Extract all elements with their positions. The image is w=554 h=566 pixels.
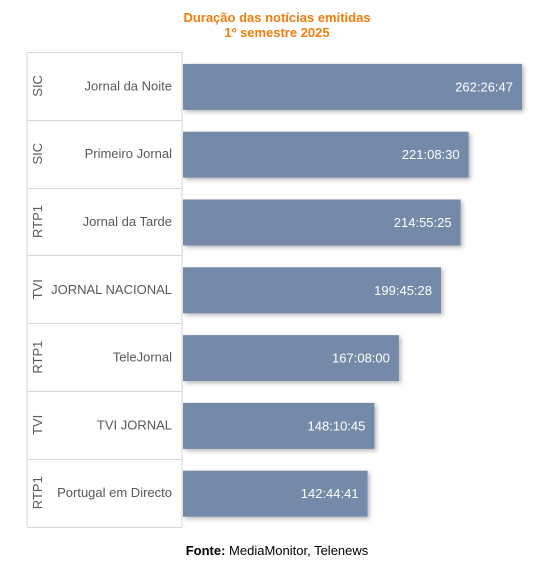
bar bbox=[183, 63, 522, 110]
channel-label: TVI bbox=[30, 279, 45, 299]
bar-value-label: 199:45:28 bbox=[374, 283, 432, 298]
program-label: TeleJornal bbox=[113, 350, 172, 365]
bar-value-label: 262:26:47 bbox=[455, 79, 513, 94]
source-text: MediaMonitor, Telenews bbox=[229, 543, 369, 558]
chart-subtitle: 1º semestre 2025 bbox=[224, 25, 330, 40]
bar-value-label: 167:08:00 bbox=[332, 351, 390, 366]
channel-label: TVI bbox=[30, 415, 45, 435]
bar-value-label: 214:55:25 bbox=[394, 215, 452, 230]
program-label: Jornal da Noite bbox=[85, 78, 172, 93]
channel-label: RTP1 bbox=[30, 341, 45, 374]
bar-value-label: 142:44:41 bbox=[301, 486, 359, 501]
bar-value-label: 148:10:45 bbox=[308, 418, 366, 433]
channel-label: SIC bbox=[30, 143, 45, 165]
bar bbox=[183, 131, 469, 178]
program-label: TVI JORNAL bbox=[97, 417, 172, 432]
program-label: Jornal da Tarde bbox=[83, 214, 172, 229]
bar bbox=[183, 470, 368, 517]
source-note: Fonte: MediaMonitor, Telenews bbox=[0, 543, 554, 558]
chart-title-block: Duração das notícias emitidas 1º semestr… bbox=[0, 10, 554, 40]
source-label: Fonte: bbox=[185, 543, 226, 558]
bar bbox=[183, 199, 461, 246]
channel-label: SIC bbox=[30, 75, 45, 97]
channel-label: RTP1 bbox=[30, 205, 45, 238]
bar bbox=[183, 335, 399, 382]
bar bbox=[183, 402, 375, 449]
program-label: Primeiro Jornal bbox=[85, 146, 173, 161]
chart-title: Duração das notícias emitidas bbox=[183, 10, 371, 25]
program-label: Portugal em Directo bbox=[57, 485, 172, 500]
bar bbox=[183, 267, 442, 314]
channel-label: RTP1 bbox=[30, 476, 45, 509]
program-label: JORNAL NACIONAL bbox=[51, 282, 172, 297]
bar-value-label: 221:08:30 bbox=[402, 147, 460, 162]
